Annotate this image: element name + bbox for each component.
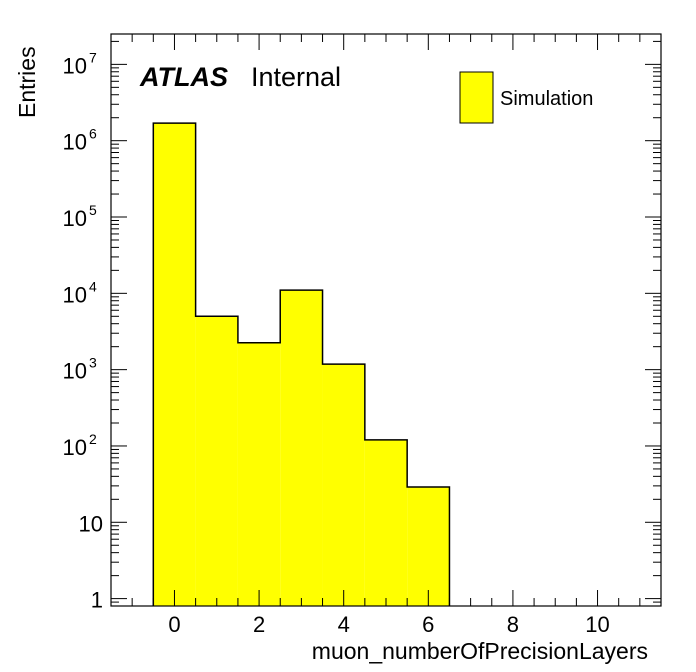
atlas-label: ATLAS bbox=[139, 62, 228, 92]
x-tick-label: 10 bbox=[585, 612, 609, 637]
x-tick-label: 8 bbox=[507, 612, 519, 637]
y-tick-exponent: 7 bbox=[89, 49, 97, 65]
x-axis-title: muon_numberOfPrecisionLayers bbox=[312, 638, 648, 664]
internal-label: Internal bbox=[251, 62, 341, 92]
x-tick-label: 6 bbox=[422, 612, 434, 637]
y-tick-label: 10 bbox=[63, 359, 87, 384]
y-tick-label: 1 bbox=[91, 588, 103, 613]
bar-4 bbox=[322, 364, 365, 606]
legend-swatch-simulation bbox=[459, 71, 494, 124]
histogram-bars bbox=[152, 122, 451, 606]
bar-5 bbox=[364, 439, 408, 606]
bar-0 bbox=[153, 123, 196, 606]
y-tick-label: 10 bbox=[63, 206, 87, 231]
y-tick-exponent: 4 bbox=[89, 278, 97, 294]
y-tick-label: 10 bbox=[63, 53, 87, 78]
bar-3 bbox=[280, 290, 323, 606]
bar-6 bbox=[407, 486, 450, 606]
y-tick-label: 10 bbox=[63, 282, 87, 307]
y-tick-exponent: 6 bbox=[89, 126, 97, 142]
x-tick-label: 0 bbox=[168, 612, 180, 637]
bar-1 bbox=[195, 316, 238, 606]
y-tick-exponent: 5 bbox=[89, 202, 97, 218]
y-tick-label: 10 bbox=[63, 130, 87, 155]
y-tick-exponent: 3 bbox=[89, 355, 97, 371]
y-tick-label: 10 bbox=[79, 511, 103, 536]
y-tick-label: 10 bbox=[63, 435, 87, 460]
y-axis-title: Entries bbox=[14, 46, 40, 118]
bar-2 bbox=[237, 342, 281, 606]
tick-marks bbox=[110, 34, 662, 607]
x-tick-label: 4 bbox=[338, 612, 350, 637]
legend-label-simulation: Simulation bbox=[500, 88, 593, 110]
histogram-outline bbox=[152, 122, 451, 606]
y-tick-exponent: 2 bbox=[89, 431, 97, 447]
legend: Simulation bbox=[459, 71, 593, 124]
x-tick-label: 2 bbox=[253, 612, 265, 637]
